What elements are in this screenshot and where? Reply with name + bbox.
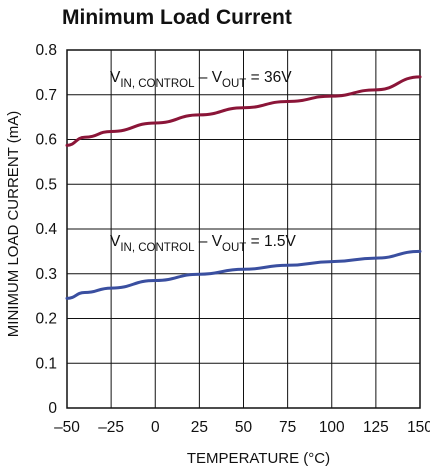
y-tick-label: 0.2 — [35, 311, 57, 328]
x-tick-label: 0 — [151, 419, 160, 436]
series-line-1 — [65, 75, 422, 147]
series-lines — [65, 75, 422, 300]
y-tick-label: 0 — [48, 400, 57, 417]
x-tick-label: 100 — [319, 419, 345, 436]
series-annotations: VIN, CONTROL – VOUT = 36V VIN, CONTROL – … — [110, 69, 297, 254]
x-tick-label: –50 — [54, 419, 80, 436]
series-label-2: VIN, CONTROL – VOUT = 1.5V — [110, 233, 297, 254]
y-tick-label: 0.3 — [35, 266, 57, 283]
grid — [67, 50, 420, 408]
x-axis-label: TEMPERATURE (°C) — [187, 450, 330, 467]
y-tick-label: 0.6 — [35, 132, 57, 149]
x-tick-label: 150 — [407, 419, 430, 436]
plot-frame — [66, 49, 421, 409]
x-tick-label: 25 — [191, 419, 208, 436]
x-tick-label: –25 — [98, 419, 124, 436]
chart-title: Minimum Load Current — [62, 6, 292, 29]
y-tick-label: 0.7 — [35, 87, 57, 104]
x-tick-label: 75 — [279, 419, 296, 436]
x-tick-label: 50 — [235, 419, 253, 436]
y-tick-label: 0.4 — [35, 221, 57, 238]
y-tick-labels: 0 0.1 0.2 0.3 0.4 0.5 0.6 0.7 0.8 — [35, 42, 57, 417]
series-line-2 — [65, 249, 422, 300]
x-tick-label: 125 — [363, 419, 389, 436]
y-axis-label: MINIMUM LOAD CURRENT (mA) — [5, 111, 22, 337]
x-tick-labels: –50 –25 0 25 50 75 100 125 150 — [54, 419, 430, 436]
y-tick-label: 0.8 — [35, 42, 57, 59]
y-tick-label: 0.1 — [35, 355, 57, 372]
y-tick-label: 0.5 — [35, 176, 57, 193]
series-label-1: VIN, CONTROL – VOUT = 36V — [110, 69, 292, 90]
